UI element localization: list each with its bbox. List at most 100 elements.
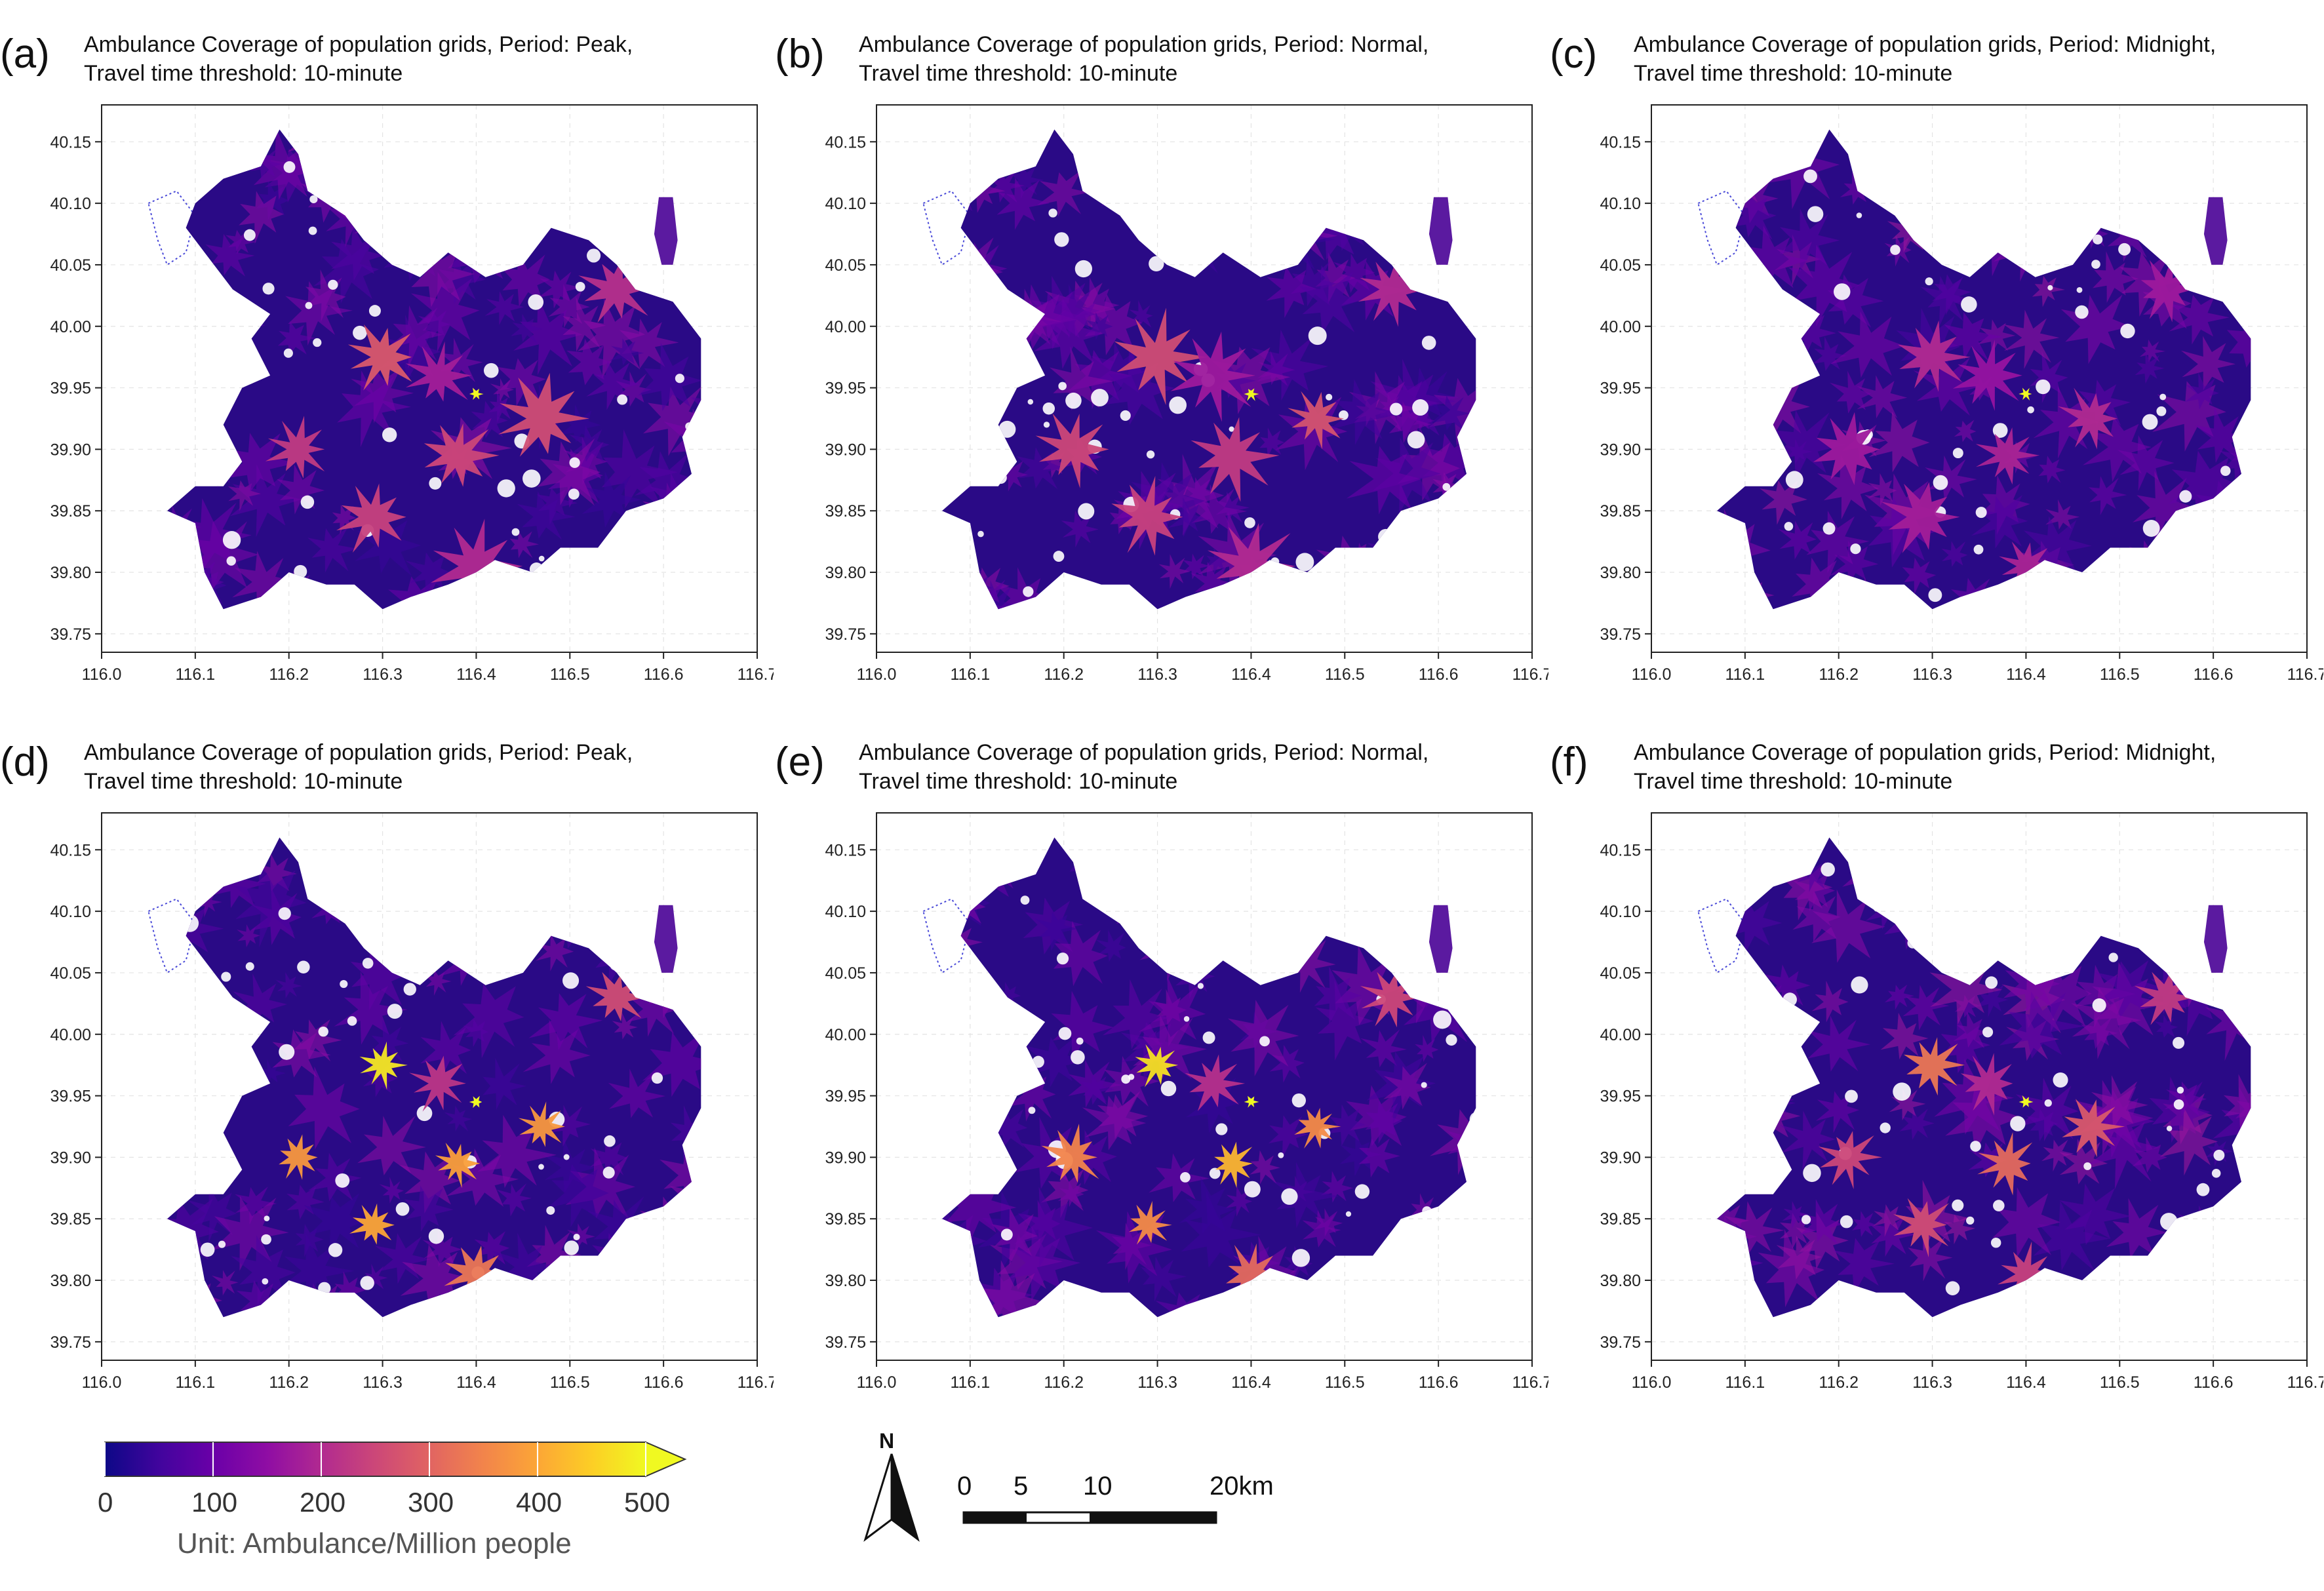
map-plot: 40.15 40.10 40.05 40.00 39.95 39.90 39.85 39.80… [825, 104, 1548, 684]
uncovered-gap [340, 979, 348, 989]
coverage-cell [2060, 294, 2131, 364]
uncovered-gap [211, 1060, 226, 1074]
coverage-cell [1360, 1029, 1407, 1068]
coverage-cell [1215, 491, 1250, 524]
coverage-cell [1439, 579, 1476, 610]
coverage-cell [1953, 1011, 1988, 1048]
coverage-cell [418, 310, 451, 338]
coverage-cell [2058, 174, 2098, 214]
coverage-cell [1155, 1292, 1211, 1318]
coverage-cell [2105, 168, 2130, 197]
coverage-cell [1206, 547, 1230, 576]
uncovered-gap [953, 402, 970, 418]
lat-tick-label: 40.15 [1600, 133, 1641, 151]
coverage-hotspot [409, 1055, 466, 1112]
panel-title-line2: Travel time threshold: 10-minute [84, 61, 403, 86]
coverage-cell [1409, 408, 1435, 433]
coverage-cell [1852, 1211, 1876, 1237]
panel-title: Ambulance Coverage of population grids, … [859, 30, 1428, 88]
coverage-cell [408, 241, 475, 307]
coverage-hotspot [279, 1134, 318, 1180]
coverage-cell [2033, 1200, 2111, 1272]
coverage-cell [942, 579, 974, 610]
coverage-cell [1833, 1238, 1895, 1294]
uncovered-gap [2047, 285, 2053, 290]
uncovered-gap [602, 1166, 615, 1179]
coverage-cell [332, 861, 397, 921]
coverage-cell [1751, 336, 1789, 372]
coverage-cell [1194, 848, 1239, 898]
uncovered-gap [200, 1242, 215, 1257]
lon-tick-label: 116.6 [1419, 665, 1459, 684]
coverage-cell [2038, 456, 2066, 484]
uncovered-gap [1291, 1093, 1306, 1108]
coverage-cell [1179, 1177, 1235, 1234]
coverage-cell [528, 993, 603, 1051]
uncovered-gap [1120, 410, 1131, 421]
coverage-cell [1247, 201, 1285, 248]
uncovered-gap [262, 283, 275, 295]
coverage-cell [989, 1105, 1028, 1148]
coverage-islet [2203, 197, 2228, 265]
coverage-cell [537, 438, 601, 506]
coverage-cell [1878, 129, 1939, 189]
colorbar-ramp [104, 1442, 646, 1477]
uncovered-gap [1290, 1287, 1297, 1295]
uncovered-gap [483, 363, 499, 378]
uncovered-gap [1961, 296, 1977, 313]
coverage-cell [187, 1185, 237, 1244]
coverage-cell [1779, 208, 1840, 272]
uncovered-gap [1975, 507, 1987, 519]
coverage-cell [1014, 1187, 1093, 1268]
coverage-hotspot [1226, 1243, 1277, 1304]
coverage-cell [1872, 1204, 1903, 1237]
plot-frame [876, 812, 1533, 1361]
lon-tick-label: 116.4 [2006, 1373, 2046, 1392]
uncovered-gap [1845, 1090, 1858, 1103]
lon-tick-label: 116.2 [1044, 665, 1084, 684]
uncovered-gap [2010, 1116, 2026, 1131]
coverage-cell [231, 1235, 296, 1305]
uncovered-gap [184, 562, 191, 570]
uncovered-gap [1946, 870, 1954, 878]
uncovered-gap [2179, 490, 2192, 503]
panel-title-line1: Ambulance Coverage of population grids, … [859, 32, 1429, 57]
uncovered-gap [1928, 588, 1942, 602]
lon-tick-label: 116.0 [1632, 1373, 1672, 1392]
lat-tick-label: 39.75 [1600, 1333, 1641, 1352]
coverage-cell [1049, 346, 1113, 411]
panel-title-line1: Ambulance Coverage of population grids, … [859, 740, 1429, 765]
uncovered-gap [1993, 1200, 2005, 1211]
uncovered-gap [563, 1154, 570, 1160]
lon-tick-label: 116.1 [1725, 665, 1765, 684]
coverage-cell [511, 313, 543, 344]
panel-title: Ambulance Coverage of population grids, … [1634, 738, 2216, 796]
lat-tick-label: 40.10 [825, 903, 866, 921]
uncovered-gap [564, 1240, 579, 1255]
coverage-cell [1035, 911, 1078, 952]
lon-tick-label: 116.5 [1325, 665, 1365, 684]
uncovered-gap [1270, 557, 1280, 566]
coverage-cell [548, 284, 590, 328]
uncovered-gap [1427, 987, 1440, 1000]
uncovered-gap [2093, 234, 2103, 245]
coverage-cell [1812, 336, 1847, 371]
coverage-cell [2239, 968, 2251, 1023]
coverage-cell [1992, 1187, 2061, 1258]
coverage-cell [1373, 1268, 1404, 1300]
coverage-cell [193, 889, 222, 918]
panel-letter: (e) [775, 739, 825, 785]
coverage-cell [416, 837, 492, 890]
lat-tick-label: 40.05 [1600, 256, 1641, 275]
lat-tick-label: 39.90 [50, 441, 91, 459]
coverage-cell [443, 883, 468, 907]
uncovered-gap [2234, 922, 2246, 933]
coverage-cell [197, 418, 229, 453]
coverage-cell [684, 1224, 701, 1259]
uncovered-gap [283, 348, 293, 358]
uncovered-gap [360, 1276, 374, 1290]
coverage-cell [977, 1260, 1049, 1318]
coverage-cell [385, 305, 444, 369]
coverage-cell [1252, 1278, 1305, 1318]
lat-tick-label: 39.90 [825, 441, 866, 459]
